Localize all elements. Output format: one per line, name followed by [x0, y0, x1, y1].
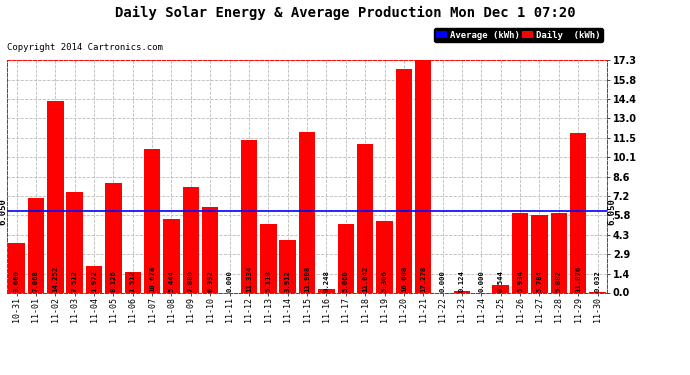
- Bar: [144, 149, 160, 292]
- Bar: [202, 207, 219, 292]
- Bar: [183, 187, 199, 292]
- Bar: [105, 183, 121, 292]
- Text: 6.050: 6.050: [607, 198, 616, 225]
- Bar: [124, 272, 141, 292]
- Bar: [512, 213, 529, 292]
- Bar: [8, 243, 25, 292]
- Bar: [395, 69, 412, 292]
- Text: 7.512: 7.512: [72, 270, 78, 292]
- Text: 7.880: 7.880: [188, 270, 194, 292]
- Bar: [86, 266, 102, 292]
- Text: 5.060: 5.060: [343, 270, 348, 292]
- Text: 0.032: 0.032: [595, 270, 600, 292]
- Text: 11.908: 11.908: [304, 266, 310, 292]
- Legend: Average (kWh), Daily  (kWh): Average (kWh), Daily (kWh): [434, 28, 602, 42]
- Text: 16.608: 16.608: [401, 266, 407, 292]
- Bar: [28, 198, 44, 292]
- Bar: [260, 224, 277, 292]
- Text: 0.544: 0.544: [497, 270, 504, 292]
- Text: 5.444: 5.444: [168, 270, 175, 292]
- Text: 7.068: 7.068: [33, 270, 39, 292]
- Text: 5.934: 5.934: [517, 270, 523, 292]
- Text: 0.000: 0.000: [226, 270, 233, 292]
- Bar: [376, 221, 393, 292]
- Text: 5.306: 5.306: [382, 270, 388, 292]
- Bar: [47, 101, 63, 292]
- Text: 0.000: 0.000: [440, 270, 446, 292]
- Text: 0.248: 0.248: [324, 270, 329, 292]
- Bar: [164, 219, 179, 292]
- Text: 11.334: 11.334: [246, 266, 252, 292]
- Text: 1.512: 1.512: [130, 270, 136, 292]
- Text: 5.118: 5.118: [266, 270, 271, 292]
- Bar: [337, 225, 354, 292]
- Text: Copyright 2014 Cartronics.com: Copyright 2014 Cartronics.com: [7, 43, 163, 52]
- Text: 10.678: 10.678: [149, 266, 155, 292]
- Text: 17.278: 17.278: [420, 266, 426, 292]
- Bar: [570, 133, 586, 292]
- Text: 3.912: 3.912: [285, 270, 290, 292]
- Text: 5.784: 5.784: [536, 270, 542, 292]
- Text: 0.000: 0.000: [478, 270, 484, 292]
- Bar: [318, 289, 335, 292]
- Text: 8.126: 8.126: [110, 270, 117, 292]
- Text: 5.882: 5.882: [555, 270, 562, 292]
- Bar: [415, 60, 431, 292]
- Bar: [279, 240, 296, 292]
- Bar: [66, 192, 83, 292]
- Bar: [357, 144, 373, 292]
- Text: Daily Solar Energy & Average Production Mon Dec 1 07:20: Daily Solar Energy & Average Production …: [115, 6, 575, 20]
- Bar: [531, 215, 548, 292]
- Text: 14.252: 14.252: [52, 266, 59, 292]
- Text: 0.124: 0.124: [459, 270, 465, 292]
- Text: 6.050: 6.050: [0, 198, 7, 225]
- Text: 3.660: 3.660: [14, 270, 19, 292]
- Bar: [493, 285, 509, 292]
- Text: 11.876: 11.876: [575, 266, 581, 292]
- Text: 11.042: 11.042: [362, 266, 368, 292]
- Bar: [241, 140, 257, 292]
- Text: 6.392: 6.392: [207, 270, 213, 292]
- Text: 1.972: 1.972: [91, 270, 97, 292]
- Bar: [454, 291, 470, 292]
- Bar: [299, 132, 315, 292]
- Bar: [551, 213, 567, 292]
